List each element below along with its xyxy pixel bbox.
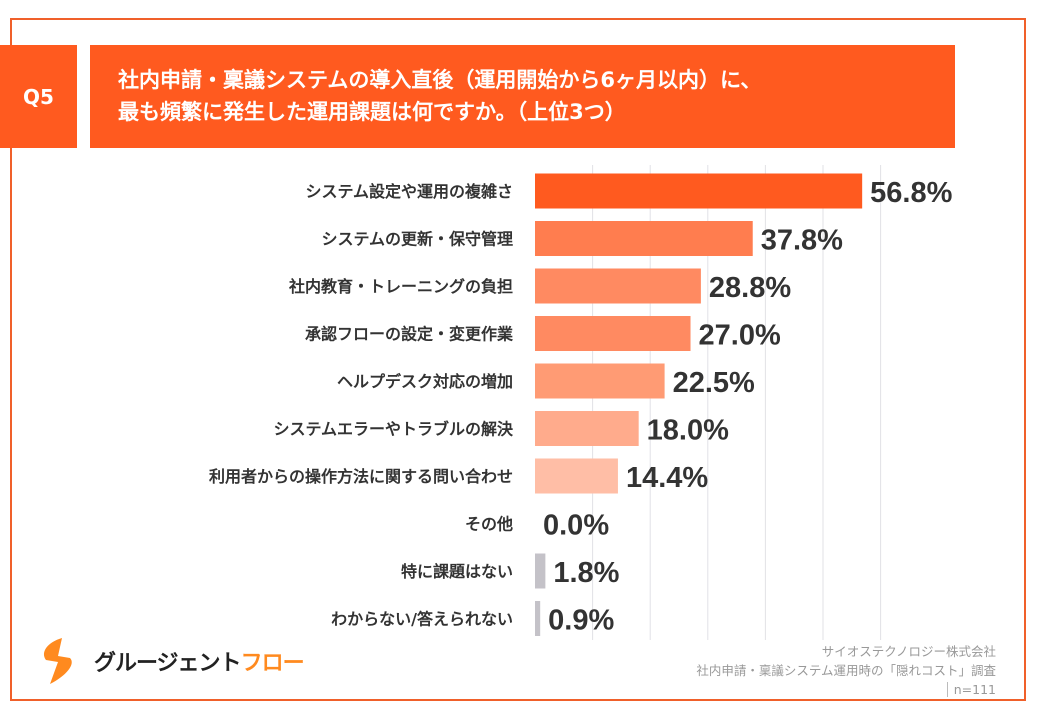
title-line-1: 社内申請・稟議システムの導入直後（運用開始から6ヶ月以内）に、 [118, 68, 762, 92]
bar [535, 268, 701, 304]
sample-size: n=111 [946, 682, 996, 697]
data-label: 28.8% [709, 272, 791, 304]
data-label: 0.9% [548, 605, 614, 637]
bar [535, 458, 618, 494]
category-label: 利用者からの操作方法に関する問い合わせ [209, 467, 513, 486]
credits: サイオステクノロジー株式会社 社内申請・稟議システム運用時の「隠れコスト」調査 … [696, 642, 996, 699]
category-label: システム設定や運用の複雑さ [305, 182, 513, 201]
category-label: 社内教育・トレーニングの負担 [288, 277, 513, 296]
bar [535, 221, 753, 256]
data-label: 27.0% [699, 320, 781, 352]
bar [535, 601, 541, 636]
data-label: 18.0% [647, 415, 729, 447]
category-label: その他 [465, 515, 513, 534]
data-label: 22.5% [673, 367, 755, 399]
question-title: 社内申請・稟議システムの導入直後（運用開始から6ヶ月以内）に、 最も頻繁に発生し… [90, 45, 955, 148]
data-label: 14.4% [626, 462, 708, 494]
data-label: 1.8% [553, 557, 619, 589]
lightning-logo-icon [43, 638, 72, 684]
title-line-2: 最も頻繁に発生した運用課題は何ですか。（上位3つ） [118, 100, 626, 124]
logo: グルージェントフロー [36, 636, 305, 686]
data-label: 0.0% [543, 510, 609, 542]
bar [535, 553, 546, 589]
category-label: 特に課題はない [401, 562, 513, 581]
bar [535, 316, 691, 351]
category-label: システムの更新・保守管理 [321, 230, 513, 249]
bar [535, 411, 639, 446]
bar [535, 363, 665, 399]
chart-frame [10, 18, 1026, 701]
company-name: サイオステクノロジー株式会社 [821, 644, 996, 659]
survey-name: 社内申請・稟議システム運用時の「隠れコスト」調査 [696, 663, 996, 678]
category-label: 承認フローの設定・変更作業 [305, 325, 514, 344]
bar [535, 173, 863, 209]
data-label: 56.8% [870, 177, 952, 209]
category-label: システムエラーやトラブルの解決 [273, 420, 514, 439]
question-number: Q5 [0, 45, 77, 148]
category-label: わからない/答えられない [331, 610, 513, 629]
category-label: ヘルプデスク対応の増加 [337, 372, 513, 391]
data-label: 37.8% [761, 225, 843, 257]
logo-text: グルージェントフロー [94, 651, 305, 676]
